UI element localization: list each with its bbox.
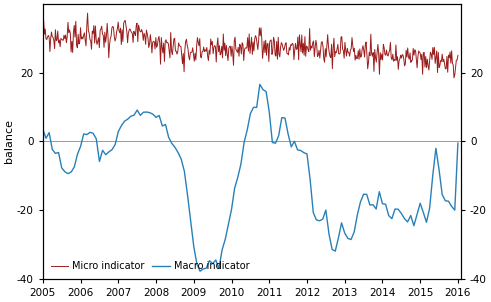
Micro indicator — [84, 11, 90, 15]
Legend: Micro indicator, Macro indicator: Micro indicator, Macro indicator — [48, 258, 252, 274]
Macro indicator — [257, 82, 263, 86]
Macro indicator — [436, 168, 442, 172]
Micro indicator — [40, 38, 46, 41]
Y-axis label: balance: balance — [4, 120, 14, 163]
Line: Macro indicator: Macro indicator — [43, 84, 458, 271]
Micro indicator — [455, 53, 461, 57]
Macro indicator — [332, 249, 338, 253]
Micro indicator — [357, 47, 363, 51]
Micro indicator — [305, 48, 311, 52]
Macro indicator — [455, 141, 461, 145]
Macro indicator — [68, 170, 74, 174]
Micro indicator — [451, 76, 457, 80]
Line: Micro indicator: Micro indicator — [43, 13, 458, 78]
Macro indicator — [40, 127, 46, 131]
Macro indicator — [445, 199, 451, 203]
Micro indicator — [221, 48, 227, 52]
Micro indicator — [114, 27, 120, 31]
Micro indicator — [126, 28, 132, 32]
Macro indicator — [307, 178, 313, 181]
Macro indicator — [320, 217, 326, 221]
Micro indicator — [435, 71, 440, 74]
Macro indicator — [197, 269, 203, 273]
